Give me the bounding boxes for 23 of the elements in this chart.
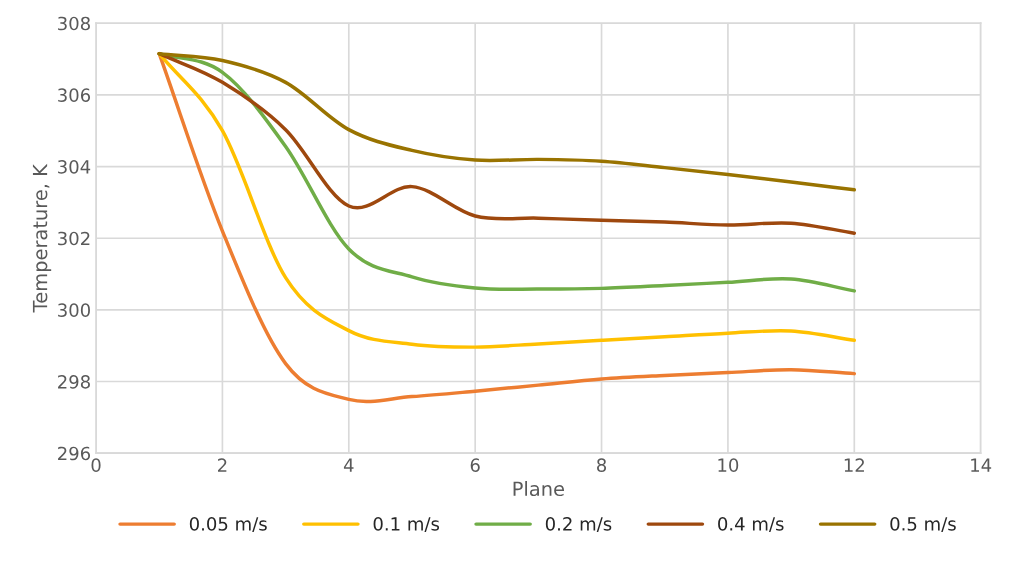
x-tick-label: 6 xyxy=(470,458,480,473)
y-tick-label: 300 xyxy=(58,303,90,317)
y-tick-label: 308 xyxy=(58,16,90,31)
y-tick-label: 298 xyxy=(58,374,90,389)
x-tick-label: 4 xyxy=(343,458,354,472)
x-tick-label: 14 xyxy=(971,458,992,472)
legend-label: 0.5 m/s xyxy=(890,517,956,533)
y-tick-label: 296 xyxy=(58,446,91,461)
y-tick-label: 304 xyxy=(58,160,91,174)
line-series xyxy=(157,51,857,192)
x-tick-label: 12 xyxy=(844,458,864,472)
y-tick-label: 306 xyxy=(58,88,91,103)
x-tick-label: 10 xyxy=(718,458,739,473)
legend-label: 0.1 m/s xyxy=(373,517,440,533)
x-tick-label: 2 xyxy=(218,458,227,472)
x-axis-title: Plane xyxy=(513,481,564,497)
y-axis-title: Temperature, K xyxy=(32,163,52,313)
x-tick-label: 8 xyxy=(597,458,607,473)
legend-label: 0.2 m/s xyxy=(545,517,612,533)
legend-label: 0.05 m/s xyxy=(189,517,267,533)
legend-label: 0.4 m/s xyxy=(718,517,784,533)
y-tick-label: 302 xyxy=(58,231,90,246)
x-tick-label: 0 xyxy=(91,458,101,473)
